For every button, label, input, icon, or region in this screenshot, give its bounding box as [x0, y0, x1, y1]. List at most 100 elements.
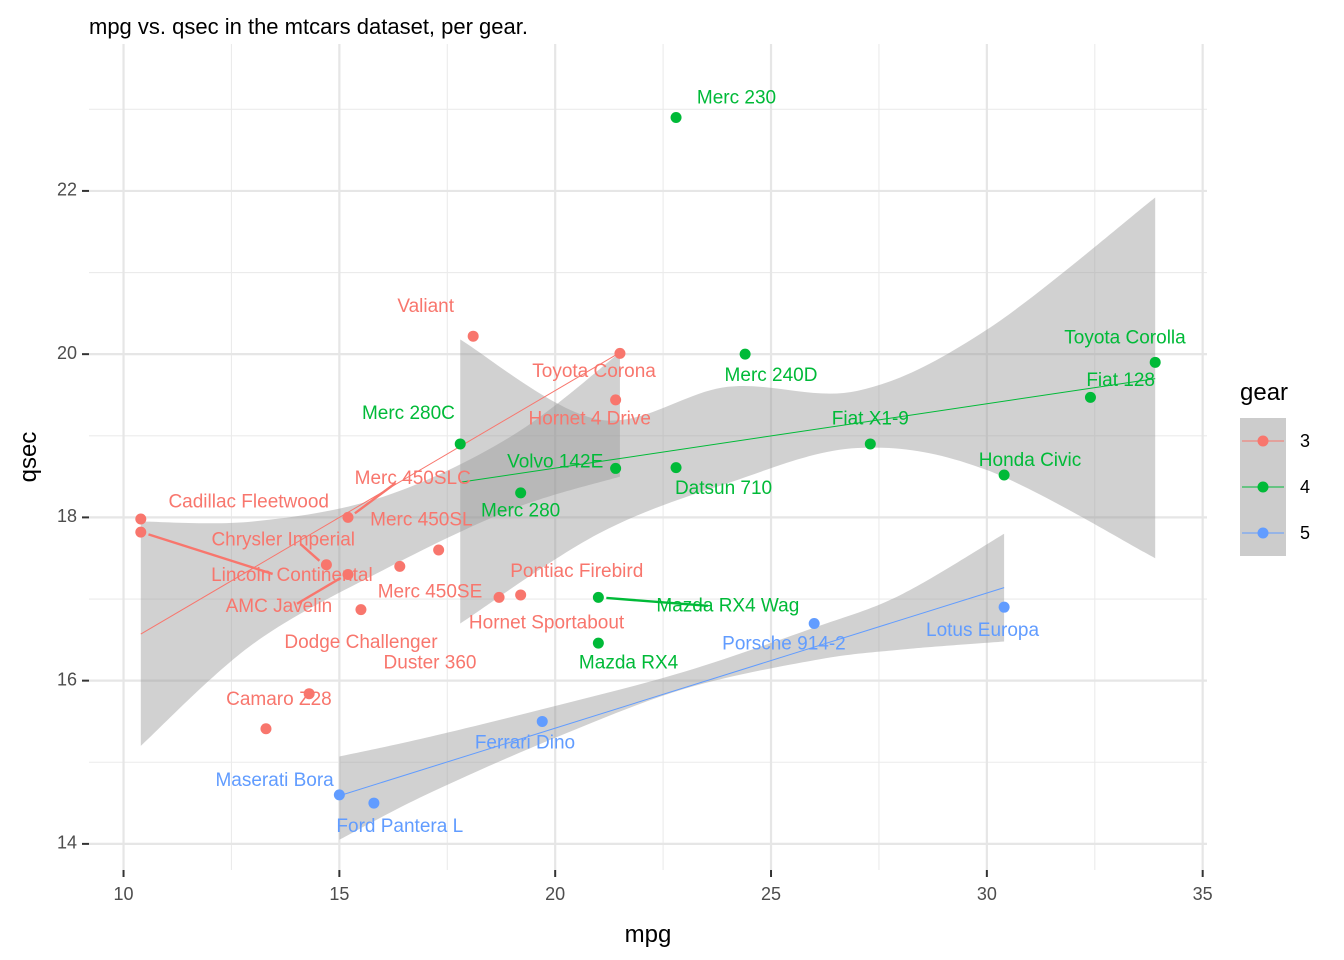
point-label: Volvo 142E — [507, 452, 603, 473]
label-segment — [296, 576, 342, 605]
label-segment — [606, 596, 708, 608]
y-tick-label: 22 — [57, 180, 77, 200]
data-point — [515, 589, 527, 601]
y-tick-label: 20 — [57, 343, 77, 363]
point-label: Hornet Sportabout — [469, 613, 625, 634]
data-point — [467, 330, 479, 342]
point-label: Datsun 710 — [675, 478, 772, 499]
point-label: Merc 450SL — [370, 510, 472, 531]
confidence-band-gear-4 — [460, 197, 1156, 624]
point-label: Porsche 914-2 — [722, 634, 846, 655]
data-point — [433, 544, 445, 556]
point-label: Chrysler Imperial — [211, 529, 355, 550]
y-axis-title: qsec — [15, 432, 42, 483]
label-segment — [354, 482, 397, 515]
label-segments — [148, 482, 708, 608]
data-point — [808, 618, 820, 630]
y-axis: 14 16 18 20 22 — [57, 180, 89, 853]
data-point — [739, 348, 751, 360]
point-label: Maserati Bora — [215, 770, 334, 791]
point-label: Merc 280 — [481, 501, 560, 522]
data-point — [260, 723, 272, 735]
point-label: Merc 230 — [697, 88, 776, 109]
data-point — [670, 462, 682, 474]
data-point — [592, 637, 604, 649]
data-point — [864, 438, 876, 450]
data-point — [320, 559, 332, 571]
chart-title: mpg vs. qsec in the mtcars dataset, per … — [89, 14, 528, 39]
point-label: Valiant — [397, 296, 454, 317]
point-label: Ferrari Dino — [475, 733, 575, 754]
point-label: Merc 450SLC — [355, 468, 471, 489]
data-point — [614, 347, 626, 359]
data-point — [493, 591, 505, 603]
point-label: Toyota Corona — [532, 361, 656, 382]
data-point — [610, 394, 622, 406]
legend-entries: 3 4 5 — [1240, 418, 1310, 556]
point-label: AMC Javelin — [226, 596, 333, 617]
data-point — [515, 487, 527, 499]
point-label: Mazda RX4 — [579, 653, 679, 674]
data-point — [342, 569, 354, 581]
point-label: Cadillac Fleetwood — [168, 492, 329, 513]
point-label: Lincoln Continental — [211, 565, 373, 586]
legend-label: 3 — [1300, 431, 1310, 451]
point-label: Merc 280C — [362, 403, 455, 424]
x-tick-label: 15 — [329, 884, 349, 904]
data-point — [998, 601, 1010, 613]
data-point — [342, 511, 354, 523]
data-point — [670, 111, 682, 123]
legend-title: gear — [1240, 379, 1288, 406]
point-label: Merc 240D — [725, 365, 818, 386]
legend-key-point — [1257, 435, 1269, 447]
plot-panel — [89, 44, 1207, 870]
x-axis: 10 15 20 25 30 35 — [114, 870, 1213, 904]
point-label: Fiat 128 — [1086, 370, 1155, 391]
confidence-band-gear-3 — [140, 352, 620, 746]
confidence-band-gear-5 — [339, 533, 1005, 840]
x-tick-label: 30 — [977, 884, 997, 904]
x-tick-label: 35 — [1193, 884, 1213, 904]
data-point — [368, 797, 380, 809]
data-point — [536, 715, 548, 727]
data-point — [333, 789, 345, 801]
point-labels: Cadillac Fleetwood Lincoln Continental Cam… — [168, 88, 1186, 837]
point-label: Duster 360 — [384, 653, 477, 674]
data-point — [355, 604, 367, 616]
legend-label: 5 — [1300, 523, 1310, 543]
data-point — [135, 526, 147, 538]
x-tick-label: 25 — [761, 884, 781, 904]
data-point — [1084, 391, 1096, 403]
point-label: Toyota Corolla — [1064, 328, 1186, 349]
label-segment — [148, 533, 274, 576]
data-points — [135, 111, 1161, 809]
x-axis-title: mpg — [625, 921, 672, 948]
point-label: Fiat X1-9 — [832, 408, 909, 429]
label-segment — [299, 543, 321, 562]
legend: gear 3 4 5 — [1240, 379, 1310, 556]
point-label: Hornet 4 Drive — [528, 408, 651, 429]
confidence-bands — [140, 197, 1156, 840]
legend-label: 4 — [1300, 477, 1310, 497]
data-point — [394, 560, 406, 572]
data-point — [1149, 356, 1161, 368]
point-label: Merc 450SE — [378, 582, 483, 603]
data-point — [592, 591, 604, 603]
point-label: Ford Pantera L — [336, 816, 463, 837]
data-point — [303, 688, 315, 700]
point-label: Mazda RX4 Wag — [656, 595, 799, 616]
x-tick-label: 20 — [545, 884, 565, 904]
fit-line-gear-5 — [339, 587, 1005, 797]
y-tick-label: 14 — [57, 833, 77, 853]
point-label: Honda Civic — [979, 450, 1081, 471]
point-label: Lotus Europa — [926, 620, 1039, 641]
data-point — [610, 462, 622, 474]
y-tick-label: 16 — [57, 669, 77, 689]
legend-key-point — [1257, 481, 1269, 493]
y-tick-label: 18 — [57, 506, 77, 526]
point-label: Camaro Z28 — [226, 689, 332, 710]
data-point — [998, 469, 1010, 481]
x-tick-label: 10 — [114, 884, 134, 904]
point-label: Dodge Challenger — [284, 632, 438, 653]
